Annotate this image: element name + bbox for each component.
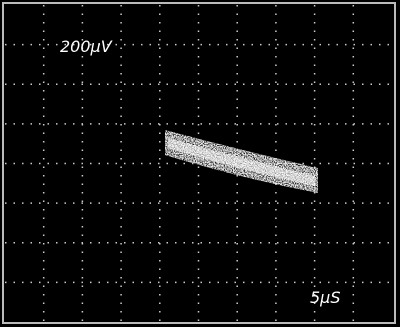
page: 200µV 5µS (() => { const data = JSON.par…: [0, 0, 400, 327]
time-scale-label: 5µS: [310, 288, 341, 307]
vertical-scale-label: 200µV: [60, 37, 113, 56]
oscilloscope-screen: 200µV 5µS: [0, 0, 400, 327]
